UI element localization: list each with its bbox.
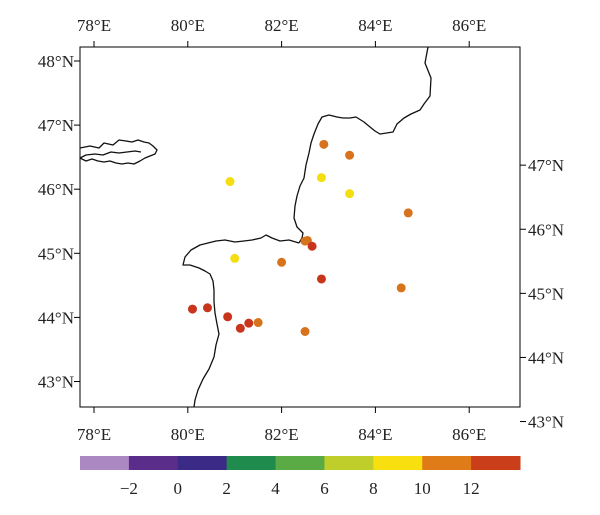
top-label-1: 80°E — [171, 16, 205, 35]
station-15 — [316, 173, 326, 183]
legend-label-1: 0 — [174, 479, 183, 498]
legend-swatch-3 — [226, 456, 277, 470]
legend-swatch-6 — [373, 456, 423, 470]
legend-label-3: 4 — [271, 479, 280, 498]
station-3 — [202, 303, 212, 313]
station-18 — [396, 283, 406, 293]
boundary-west — [182, 234, 300, 408]
right-label-0: 47°N — [528, 156, 564, 175]
top-label-2: 82°E — [265, 16, 299, 35]
station-7 — [253, 318, 263, 328]
left-label-5: 43°N — [38, 373, 74, 392]
station-16 — [345, 150, 355, 160]
station-17 — [345, 189, 355, 199]
top-label-3: 84°E — [358, 16, 392, 35]
station-0 — [225, 177, 235, 187]
right-label-1: 46°N — [528, 220, 564, 239]
station-12 — [307, 241, 317, 251]
legend-labels: −2 0 2 4 6 8 10 12 — [120, 479, 480, 498]
top-label-4: 86°E — [452, 16, 486, 35]
legend-label-2: 2 — [222, 479, 231, 498]
bottom-label-3: 84°E — [358, 425, 392, 444]
left-label-1: 47°N — [38, 116, 74, 135]
station-2 — [187, 304, 197, 314]
left-label-2: 46°N — [38, 180, 74, 199]
top-label-0: 78°E — [77, 16, 111, 35]
legend-label-5: 8 — [369, 479, 378, 498]
station-6 — [244, 318, 254, 328]
station-14 — [319, 139, 329, 149]
right-label-3: 44°N — [528, 348, 564, 367]
bottom-label-0: 78°E — [77, 425, 111, 444]
left-label-3: 45°N — [38, 244, 74, 263]
legend-label-0: −2 — [120, 479, 138, 498]
right-axis-labels: 47°N 46°N 45°N 44°N 43°N — [528, 156, 564, 431]
right-label-4: 43°N — [528, 413, 564, 432]
legend-swatch-1 — [128, 456, 179, 470]
boundary-lines — [79, 46, 432, 408]
bottom-label-4: 86°E — [452, 425, 486, 444]
color-legend — [80, 456, 521, 470]
map-frame — [79, 46, 521, 408]
legend-label-6: 10 — [414, 479, 431, 498]
legend-swatch-4 — [275, 456, 325, 470]
station-1 — [230, 253, 240, 263]
station-9 — [300, 327, 310, 337]
station-4 — [223, 312, 233, 322]
boundary-east — [293, 46, 432, 244]
station-markers — [187, 139, 413, 337]
bottom-label-1: 80°E — [171, 425, 205, 444]
legend-swatch-2 — [177, 456, 228, 470]
bottom-label-2: 82°E — [265, 425, 299, 444]
left-axis-labels: 48°N 47°N 46°N 45°N 44°N 43°N — [38, 52, 74, 392]
legend-swatch-7 — [422, 456, 472, 470]
station-13 — [316, 274, 326, 284]
left-label-0: 48°N — [38, 52, 74, 71]
right-label-2: 45°N — [528, 284, 564, 303]
top-axis-labels: 78°E 80°E 82°E 84°E 86°E — [77, 16, 486, 35]
left-label-4: 44°N — [38, 308, 74, 327]
legend-label-7: 12 — [463, 479, 480, 498]
legend-label-4: 6 — [320, 479, 329, 498]
station-19 — [403, 208, 413, 218]
legend-swatch-5 — [324, 456, 374, 470]
tick-marks — [74, 41, 526, 423]
station-5 — [235, 323, 245, 333]
lake-outline — [79, 139, 158, 165]
station-8 — [277, 257, 287, 267]
bottom-axis-labels: 78°E 80°E 82°E 84°E 86°E — [77, 425, 486, 444]
legend-swatch-0 — [80, 456, 130, 470]
legend-swatch-8 — [471, 456, 521, 470]
